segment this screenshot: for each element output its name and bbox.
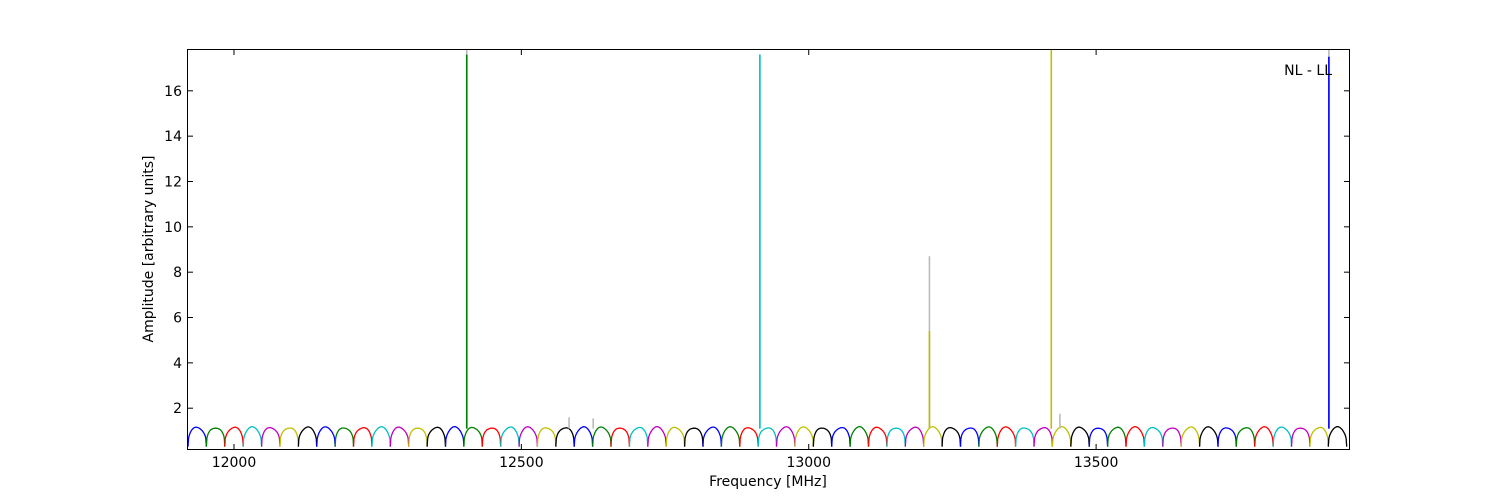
channel-trace [426, 426, 447, 447]
channel-trace [610, 427, 631, 447]
y-tick-label: 12 [164, 174, 182, 190]
plot-annotation: NL - LL [1284, 63, 1332, 79]
channel-trace [1198, 426, 1219, 447]
channel-trace [1143, 426, 1164, 447]
x-axis-label: Frequency [MHz] [709, 474, 827, 490]
channel-trace [279, 427, 300, 447]
channel-trace [1290, 427, 1311, 447]
channel-trace [444, 426, 465, 447]
y-tick-label: 14 [164, 129, 182, 145]
y-tick-label: 16 [164, 84, 182, 100]
x-tick-label: 13000 [786, 455, 831, 471]
x-tick-label: 13500 [1074, 455, 1119, 471]
channel-trace [1180, 426, 1201, 447]
channel-trace [775, 426, 796, 447]
channel-trace [886, 427, 906, 447]
y-tick-label: 8 [173, 265, 182, 281]
channel-trace [518, 426, 539, 447]
channel-trace [1051, 426, 1072, 447]
y-tick-label: 10 [164, 220, 182, 236]
channel-trace [481, 427, 502, 447]
channel-trace [702, 426, 723, 447]
channel-trace [1033, 427, 1054, 447]
x-tick-label: 12500 [499, 455, 544, 471]
channel-trace [573, 426, 594, 447]
channel-trace [849, 426, 870, 447]
channel-trace [555, 427, 575, 447]
channel-trace [188, 426, 208, 447]
channel-trace [923, 426, 943, 447]
channel-trace [812, 427, 833, 447]
channel-trace [1327, 426, 1348, 447]
channel-trace [334, 427, 355, 447]
channel-trace [242, 426, 263, 447]
channel-trace [1088, 427, 1109, 447]
channel-trace [260, 426, 281, 447]
channel-trace [408, 427, 428, 447]
channel-trace [628, 426, 649, 447]
x-tick-label: 12000 [212, 455, 257, 471]
channel-trace [1254, 426, 1274, 447]
channel-trace [463, 426, 483, 447]
channel-trace [224, 426, 244, 447]
series-layer [188, 50, 1348, 447]
channel-trace [1014, 427, 1035, 447]
channel-trace [647, 426, 667, 447]
channel-trace [1309, 426, 1329, 447]
channel-trace [1235, 427, 1256, 447]
channel-trace [867, 426, 888, 447]
channel-trace [757, 427, 778, 447]
channel-trace [1070, 426, 1090, 447]
channel-trace [959, 427, 980, 447]
channel-trace [996, 426, 1017, 447]
channel-trace [1162, 427, 1182, 447]
channel-trace [352, 427, 373, 447]
channel-trace [1217, 427, 1237, 447]
channel-trace [941, 426, 962, 447]
y-tick-label: 6 [173, 311, 182, 327]
channel-trace [1125, 426, 1146, 447]
y-axis-label: Amplitude [arbitrary units] [141, 156, 157, 343]
y-tick-label: 4 [173, 356, 182, 372]
channel-trace [371, 426, 391, 447]
channel-trace [1106, 426, 1127, 447]
channel-trace [536, 427, 557, 447]
channel-trace [720, 426, 741, 447]
ticks-layer: 12000 12500 13000 13500 2 4 6 8 10 12 14 16 [164, 50, 1349, 471]
channel-trace [297, 426, 318, 447]
channel-trace [683, 427, 704, 447]
channel-trace [831, 426, 851, 447]
channel-trace [205, 427, 226, 447]
channel-trace [904, 426, 925, 447]
plot-frame [187, 49, 1350, 450]
channel-trace [978, 426, 998, 447]
y-tick-label: 2 [173, 401, 182, 417]
channel-trace [665, 426, 686, 447]
channel-trace [794, 426, 814, 447]
channel-trace [591, 426, 612, 447]
channel-trace [500, 426, 520, 447]
channel-trace [1272, 426, 1293, 447]
channel-trace [389, 426, 410, 447]
channel-trace [316, 426, 336, 447]
channel-trace [739, 427, 759, 447]
